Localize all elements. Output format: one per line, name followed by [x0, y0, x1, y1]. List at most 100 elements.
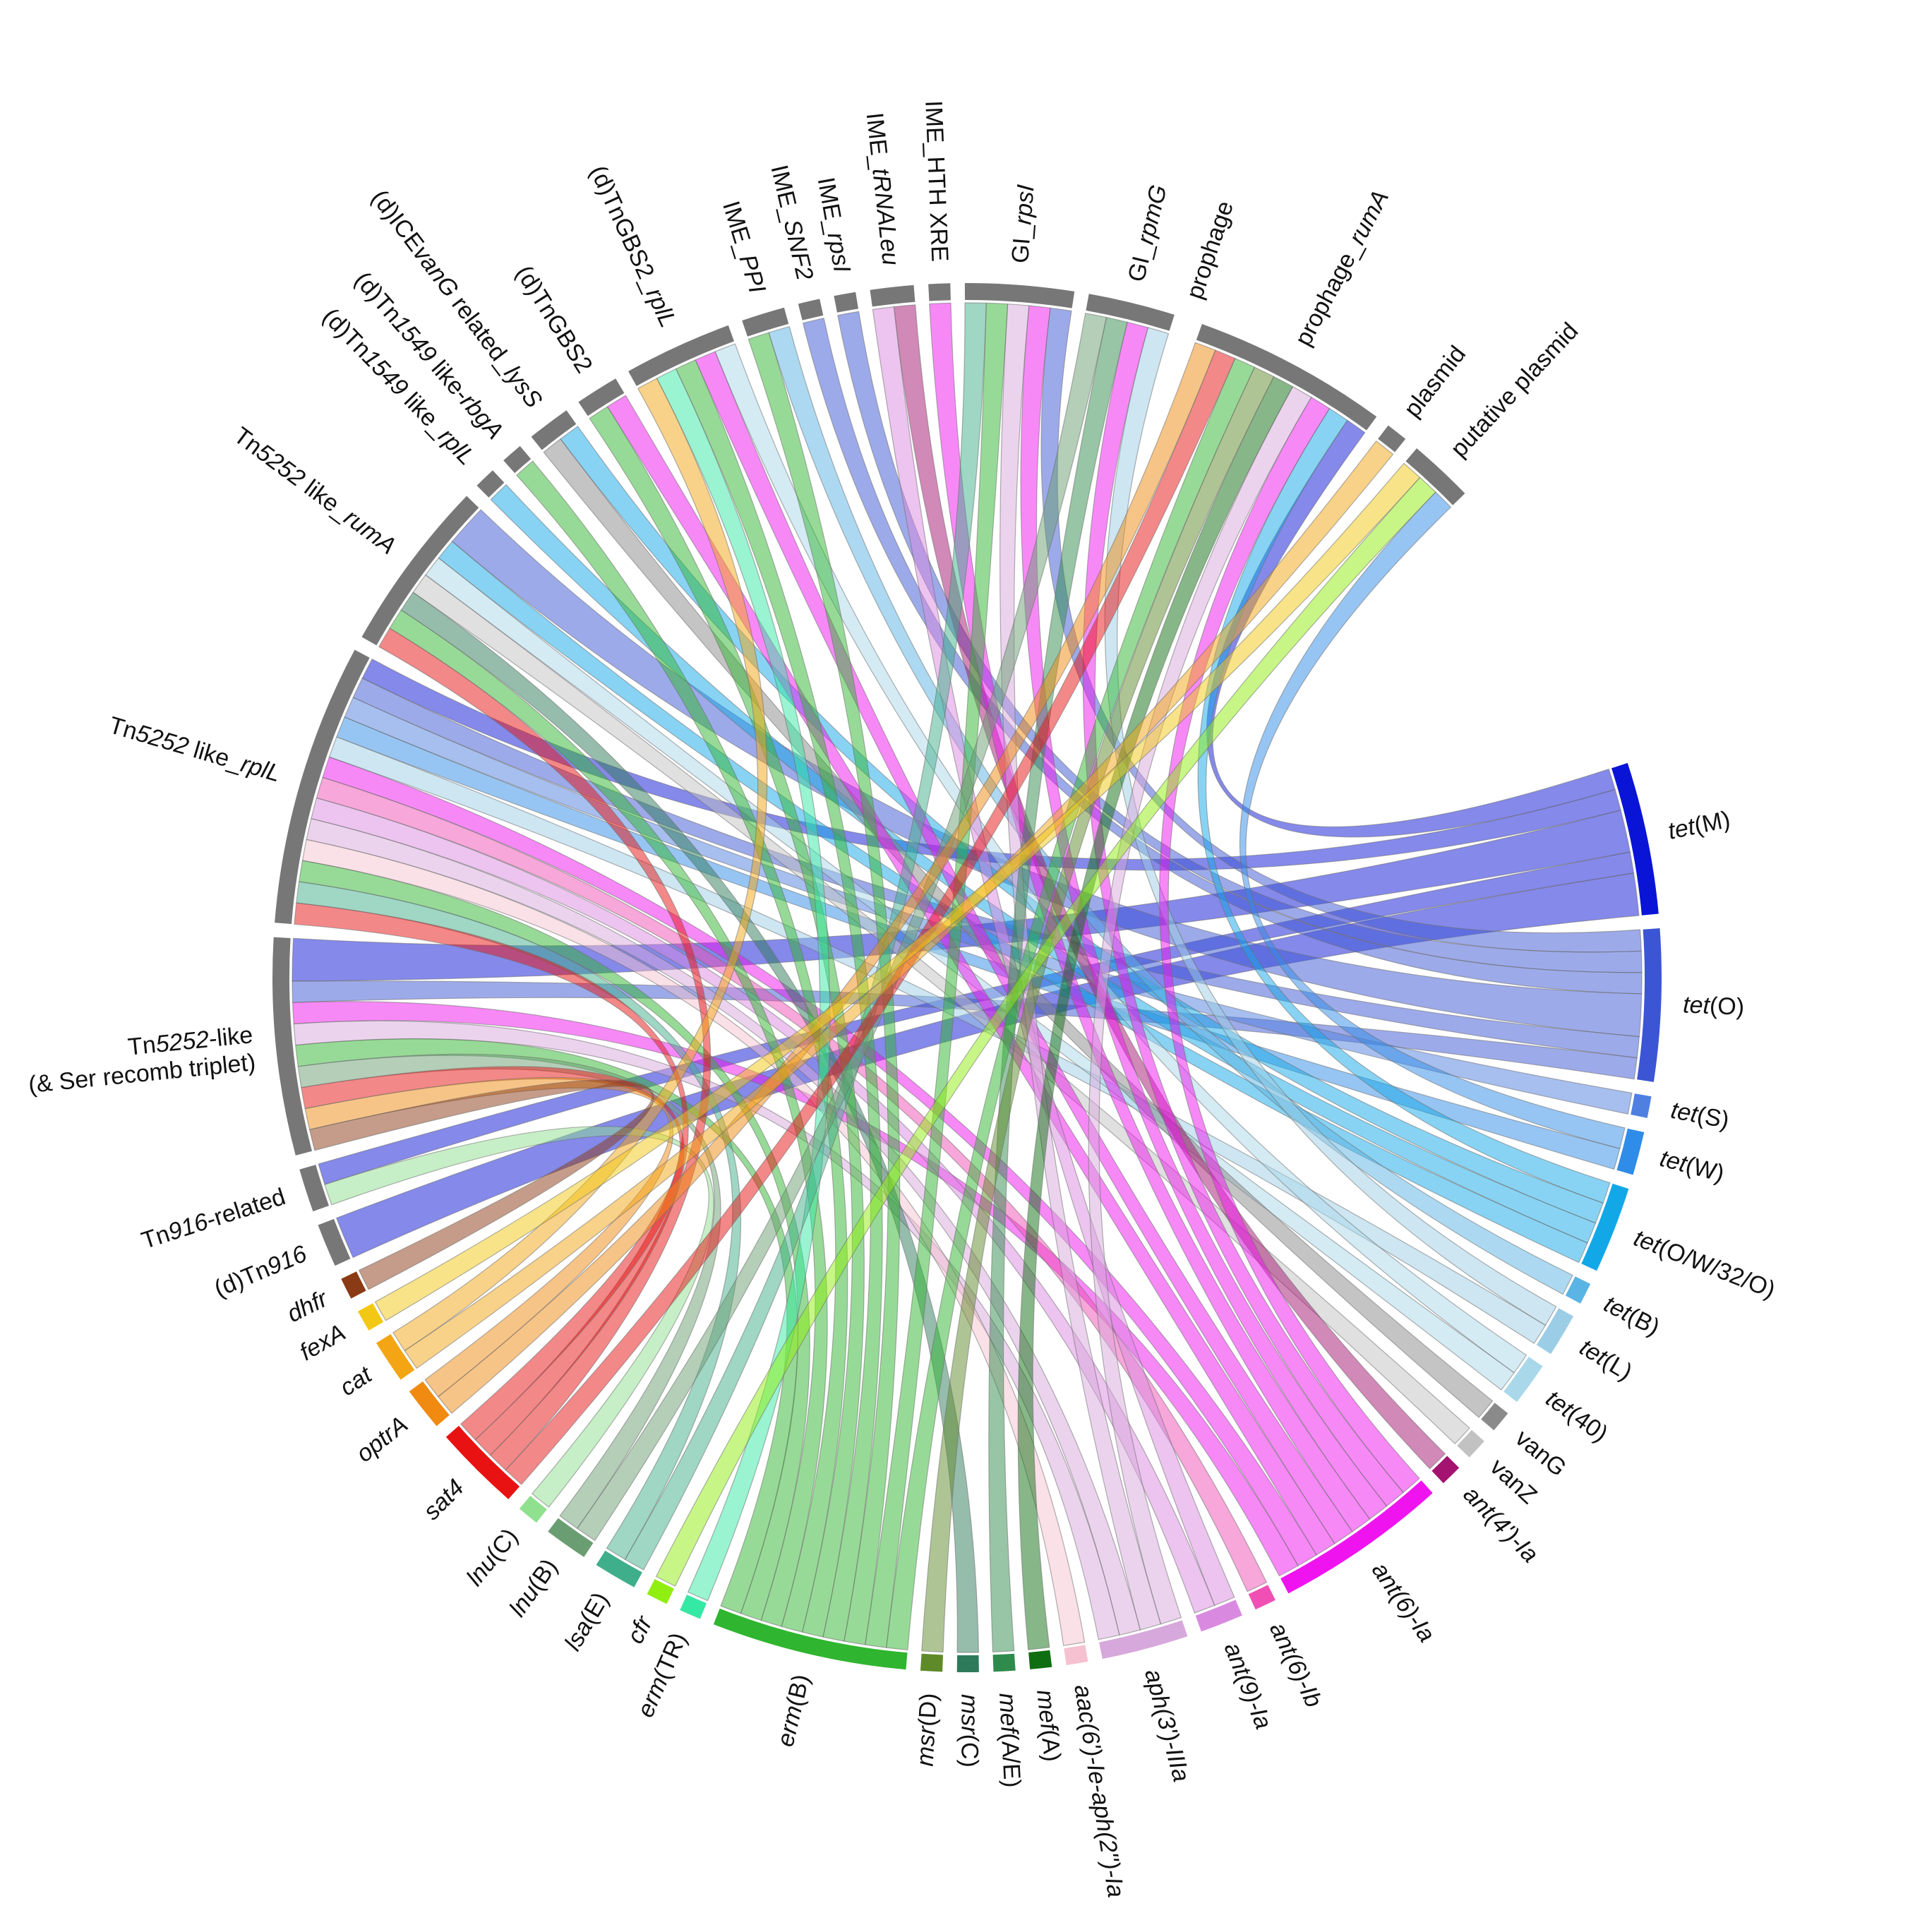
label-prophage: prophage [1181, 198, 1239, 302]
label-ant6Ib: ant(6)-Ib [1264, 1618, 1328, 1711]
label-lnuB: lnu(B) [504, 1554, 563, 1621]
arc-tetW [1616, 1128, 1645, 1175]
label-tetM: tet(M) [1666, 806, 1733, 845]
label-dTnGBS2rplL: (d)TnGBS2_rplL [584, 162, 682, 332]
arc-ICEvanG [531, 410, 577, 450]
label-mefA: mef(A) [1031, 1688, 1066, 1763]
ribbon-ermB-dTnGBS2 [589, 406, 865, 1638]
label-msrC: msr(C) [956, 1694, 983, 1768]
arc-tetB [1565, 1276, 1591, 1304]
label-prophagerumA: prophage_rumA [1290, 186, 1394, 350]
label-tetOW32O: tet(O/W/32/O) [1630, 1225, 1779, 1304]
arc-ant9Ia [1195, 1600, 1242, 1632]
arc-tetS [1631, 1093, 1652, 1118]
arc-ant6Ia [1280, 1480, 1433, 1594]
arc-Tn1549rplL [476, 470, 505, 498]
arc-ant6Ib [1248, 1585, 1275, 1610]
label-lsaE: lsa(E) [559, 1588, 614, 1655]
arc-cfr [647, 1579, 674, 1604]
arc-tetOW32O [1581, 1183, 1629, 1271]
label-msrD: msr(D) [912, 1693, 942, 1768]
label-Tn5252rumA: Tn5252 like_rumA [229, 422, 401, 560]
arc-IMESNF2 [798, 299, 824, 320]
arc-dTn916 [318, 1218, 351, 1266]
label-cat: cat [335, 1361, 378, 1402]
label-aph3: aph(3')-IIIa [1139, 1667, 1195, 1785]
arc-aac6 [1064, 1645, 1088, 1665]
label-IMEtRNA: IME_tRNALeu [861, 112, 904, 267]
label-tet40: tet(40) [1541, 1385, 1613, 1447]
ribbon-lnuB-GIrpmG [576, 313, 1107, 1542]
label-tetL: tet(L) [1575, 1334, 1637, 1386]
arc-dTnGBS2 [578, 378, 625, 416]
label-Tn916rel: Tn916-related [138, 1183, 289, 1254]
arc-tetM [1611, 762, 1659, 916]
label-IMEPPI: IME_PPI [717, 198, 771, 296]
arc-tetO [1637, 928, 1662, 1082]
label-fexA: fexA [295, 1319, 350, 1367]
arc-msrD [920, 1653, 943, 1672]
arc-lsaE [596, 1550, 642, 1588]
arc-ermTR [680, 1595, 707, 1619]
ribbon-cat-dTnGBS2rplL [392, 378, 768, 1352]
arc-tet40 [1503, 1357, 1543, 1403]
arc-GIrpmG [1086, 294, 1175, 331]
label-putplasmid: putative plasmid [1446, 318, 1584, 462]
arc-Tn916rel [299, 1165, 329, 1212]
arc-Tn5252rumA [361, 496, 479, 646]
label-GIrpsI: GI_rpsI [1007, 184, 1039, 265]
label-dTn916: (d)Tn916 [210, 1240, 311, 1302]
arc-GIrpsI [964, 282, 1075, 308]
label-Tn5252triplet: Tn5252-like(& Ser recomb triplet) [25, 1021, 257, 1098]
arc-Tn5252rplL [275, 649, 370, 924]
arc-IMEPPI [742, 307, 789, 337]
label-IMESNF2: IME_SNF2 [766, 162, 819, 283]
label-plasmid: plasmid [1399, 341, 1471, 423]
label-IMEHTH: IME_HTH XRE [920, 100, 953, 263]
label-tetB: tet(B) [1599, 1290, 1664, 1341]
label-GIrpmG: GI_rpmG [1123, 182, 1172, 284]
label-sat4: sat4 [419, 1474, 469, 1525]
arc-msrC [956, 1655, 979, 1673]
arc-mefAE [992, 1653, 1016, 1672]
label-tetO: tet(O) [1683, 991, 1745, 1020]
label-ant6Ia: ant(6)-Ia [1367, 1557, 1441, 1647]
arc-IMEHTH [928, 283, 951, 301]
label-Tn5252rplL: Tn5252 like_rplL [106, 712, 284, 787]
arc-IMErpsI [834, 292, 858, 313]
label-mefAE: mef(A/E) [994, 1692, 1026, 1788]
label-cfr: cfr [622, 1611, 659, 1648]
ribbons [292, 302, 1643, 1653]
arc-sat4 [445, 1425, 520, 1499]
arc-ermB [713, 1608, 908, 1670]
ribbon-cat-plasmid [404, 440, 1394, 1369]
ribbon-lsaE-GIrpsI [624, 302, 987, 1571]
arc-prophage [1182, 319, 1189, 335]
arc-vanG [1481, 1403, 1508, 1431]
arc-aph3 [1099, 1620, 1188, 1660]
ribbon-ant6Ia-IMEHTH [929, 302, 1371, 1532]
arc-optrA [409, 1381, 450, 1427]
arc-tetL [1536, 1308, 1574, 1355]
arc-putplasmid [1405, 448, 1465, 505]
label-IMErpsI: IME_rpsI [812, 175, 856, 275]
label-ermB: erm(B) [772, 1672, 815, 1749]
arc-IMEtRNA [870, 284, 916, 307]
arc-prophagerumA [1196, 324, 1377, 431]
label-aac6: aac(6')-Ie-aph(2'')-Ia [1069, 1683, 1129, 1900]
label-lnuC: lnu(C) [461, 1523, 523, 1591]
label-optrA: optrA [352, 1411, 413, 1468]
ribbon-tetO-IMESNF2 [802, 318, 1643, 995]
ribbon-fexA-putplasmid [374, 462, 1421, 1321]
arc-dTnGBS2rplL [628, 325, 734, 386]
label-tetS: tet(S) [1669, 1097, 1731, 1134]
arc-dhfr [341, 1271, 366, 1299]
arc-mefA [1028, 1650, 1052, 1669]
arc-lnuB [548, 1518, 594, 1557]
arc-Tn1549rbgA [503, 445, 532, 474]
arc-plasmid [1378, 425, 1406, 452]
arc-Tn5252triplet [272, 937, 312, 1156]
ribbon-tetOW32O-Tn1549rplL [490, 484, 1597, 1244]
label-tetW: tet(W) [1657, 1145, 1727, 1187]
